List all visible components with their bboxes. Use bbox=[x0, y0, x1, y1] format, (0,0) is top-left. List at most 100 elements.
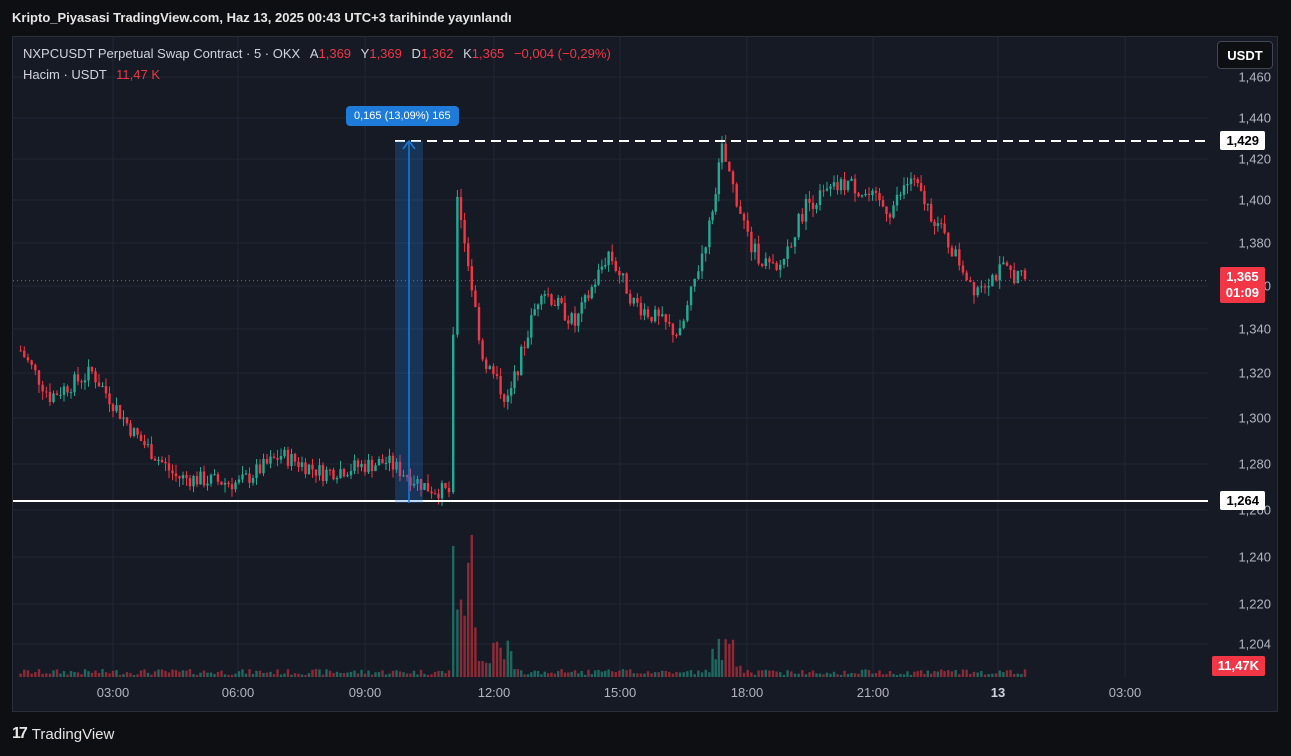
volume-bar bbox=[76, 672, 80, 677]
candle-body bbox=[580, 302, 583, 314]
volume-bar bbox=[593, 670, 597, 677]
candle-body bbox=[536, 304, 540, 310]
candle-body bbox=[987, 286, 990, 288]
volume-bar bbox=[202, 670, 206, 677]
candle-body bbox=[506, 395, 509, 402]
candle-body bbox=[653, 309, 657, 322]
volume-bar bbox=[444, 673, 447, 677]
volume-bar bbox=[822, 674, 825, 677]
candle-body bbox=[104, 386, 108, 394]
volume-bar bbox=[526, 674, 530, 677]
candle-body bbox=[419, 479, 423, 490]
volume-bar bbox=[111, 670, 115, 677]
volume-bar bbox=[874, 673, 878, 677]
volume-bar bbox=[1002, 672, 1005, 677]
volume-bar bbox=[899, 673, 902, 677]
volume-bar bbox=[632, 673, 635, 677]
volume-bar bbox=[276, 669, 279, 677]
candle-body bbox=[111, 404, 115, 412]
candle-body bbox=[829, 186, 832, 189]
chart-canvas[interactable] bbox=[13, 37, 1278, 712]
volume-bar bbox=[958, 674, 961, 677]
candle-body bbox=[1023, 270, 1027, 280]
candle-body bbox=[452, 334, 455, 493]
candle-body bbox=[523, 346, 526, 348]
candle-body bbox=[495, 374, 499, 376]
volume-bar bbox=[178, 671, 181, 677]
volume-bar bbox=[746, 669, 749, 677]
candle-body bbox=[23, 350, 26, 358]
volume-bar bbox=[724, 639, 727, 677]
volume-bar bbox=[488, 663, 491, 677]
chart-pane[interactable]: NXPCUSDT Perpetual Swap Contract · 5 · O… bbox=[12, 36, 1278, 712]
time-tick: 15:00 bbox=[603, 685, 637, 700]
volume-bar bbox=[160, 669, 164, 677]
volume-bar bbox=[492, 642, 495, 677]
price-tick: 1,460 bbox=[1238, 69, 1271, 85]
candle-body bbox=[892, 205, 895, 218]
candle-body bbox=[409, 476, 412, 486]
candle-body bbox=[416, 479, 419, 484]
candle-body bbox=[902, 185, 906, 195]
volume-bar bbox=[523, 674, 526, 677]
candle-body bbox=[950, 247, 954, 257]
candle-body bbox=[94, 371, 97, 383]
candle-body bbox=[216, 474, 220, 482]
candle-body bbox=[750, 231, 753, 253]
volume-bar bbox=[530, 672, 533, 677]
candle-body bbox=[657, 309, 660, 317]
volume-bar bbox=[947, 670, 950, 677]
candle-body bbox=[447, 487, 451, 493]
volume-bar bbox=[146, 672, 150, 677]
candle-body bbox=[26, 357, 30, 361]
volume-bar bbox=[52, 670, 55, 677]
volume-bar bbox=[846, 673, 850, 677]
volume-bar bbox=[192, 673, 195, 677]
low-value: 1,362 bbox=[420, 46, 454, 61]
price-tick: 1,340 bbox=[1238, 321, 1271, 337]
volume-bar bbox=[139, 670, 143, 677]
candle-body bbox=[874, 190, 878, 193]
candle-body bbox=[335, 477, 339, 480]
candle-body bbox=[611, 251, 614, 262]
tradingview-footer[interactable]: 17 TradingView bbox=[12, 725, 114, 743]
candle-body bbox=[230, 484, 234, 490]
volume-bar bbox=[213, 674, 216, 677]
candle-body bbox=[440, 482, 444, 499]
volume-bar bbox=[1005, 670, 1009, 677]
candle-body bbox=[553, 304, 557, 307]
volume-bar bbox=[808, 672, 811, 677]
volume-bar bbox=[26, 670, 30, 677]
volume-bar bbox=[567, 672, 570, 677]
candle-body bbox=[757, 243, 760, 264]
candle-body bbox=[607, 251, 610, 266]
volume-bar bbox=[618, 670, 621, 677]
candle-body bbox=[936, 223, 940, 226]
volume-bar bbox=[509, 651, 513, 677]
candle-body bbox=[825, 188, 829, 191]
volume-bar bbox=[1016, 673, 1019, 677]
volume-bar bbox=[426, 674, 430, 677]
volume-bar bbox=[650, 673, 653, 677]
candle-body bbox=[402, 475, 405, 477]
candle-body bbox=[671, 323, 675, 335]
volume-bar bbox=[353, 670, 356, 677]
open-key: A bbox=[309, 46, 319, 61]
candle-body bbox=[332, 469, 335, 480]
volume-bar bbox=[597, 669, 600, 677]
price-tick: 1,320 bbox=[1238, 365, 1271, 381]
volume-label[interactable]: Hacim · USDT bbox=[23, 67, 107, 82]
candle-body bbox=[234, 482, 237, 490]
candle-body bbox=[614, 261, 617, 271]
candle-body bbox=[643, 309, 646, 316]
currency-unit-button[interactable]: USDT bbox=[1217, 41, 1273, 69]
volume-bar bbox=[954, 670, 957, 677]
volume-bar bbox=[892, 673, 895, 677]
symbol-title[interactable]: NXPCUSDT Perpetual Swap Contract · 5 · O… bbox=[23, 46, 301, 61]
candle-body bbox=[678, 328, 682, 336]
volume-bar bbox=[600, 671, 604, 677]
candle-body bbox=[761, 263, 764, 267]
volume-bar bbox=[888, 671, 892, 677]
candle-body bbox=[843, 179, 846, 191]
volume-bar bbox=[367, 670, 370, 677]
